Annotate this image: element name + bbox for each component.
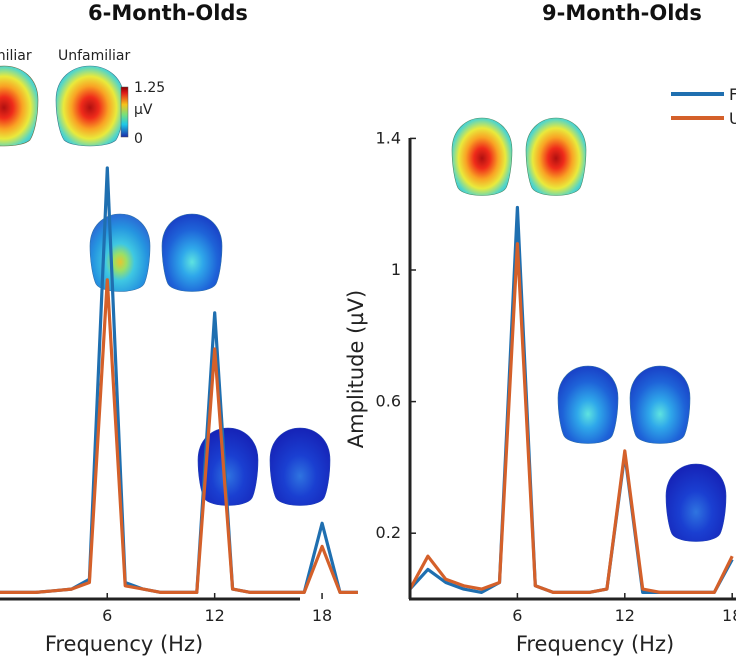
legend-label-unfamiliar: U: [729, 109, 736, 128]
x-ticks: 6 12 18: [512, 593, 736, 625]
plot-area: [408, 205, 734, 594]
x-tick-label: 6: [512, 606, 522, 625]
panel-9-month-olds: 9-Month-Olds F U 0.2 0.6 1 1.4 6 12 18 Freque…: [344, 1, 736, 656]
legend-label-familiar: F: [729, 85, 736, 104]
x-axis-label: Frequency (Hz): [45, 632, 203, 656]
x-tick-label: 6: [102, 606, 112, 625]
colorbar-unit-label: µV: [134, 102, 153, 118]
head-topomap: [89, 213, 151, 292]
topomap-group-6hz: [451, 117, 587, 196]
topomap-label-unfamiliar: Unfamiliar: [58, 48, 131, 64]
head-topomap: [665, 463, 727, 542]
y-tick-label: 1.4: [376, 128, 401, 147]
topomap-group-6hz: miliar Unfamiliar 1.25 µV 0: [0, 48, 165, 147]
y-tick-label: 1: [391, 260, 401, 279]
x-tick-label: 12: [204, 606, 224, 625]
head-topomap: [525, 117, 587, 196]
head-topomap: [451, 117, 513, 196]
x-tick-label: 12: [615, 606, 635, 625]
colorbar-min-label: 0: [134, 131, 143, 147]
chart-title: 9-Month-Olds: [542, 1, 702, 25]
topomap-group-12hz: [557, 365, 691, 444]
head-topomap: [557, 365, 619, 444]
topomap-group-18hz: [665, 463, 727, 542]
colorbar-max-label: 1.25: [134, 80, 165, 96]
plot-area: [0, 166, 358, 594]
topomap-group-18hz: [197, 427, 331, 506]
x-tick-label: 18: [312, 606, 332, 625]
colorbar: [120, 86, 129, 138]
x-ticks: 6 12 18: [102, 593, 332, 625]
y-ticks: 0.2 0.6 1 1.4: [376, 128, 416, 542]
head-topomap: [269, 427, 331, 506]
head-topomap: [629, 365, 691, 444]
chart-title: 6-Month-Olds: [88, 1, 248, 25]
y-axis-label: Amplitude (µV): [344, 290, 368, 448]
head-topomap: [55, 65, 125, 147]
y-tick-label: 0.6: [376, 392, 401, 411]
head-topomap: [161, 213, 223, 292]
x-tick-label: 18: [722, 606, 736, 625]
head-topomap: [0, 65, 39, 147]
y-tick-label: 0.2: [376, 523, 401, 542]
x-axis-label: Frequency (Hz): [516, 632, 674, 656]
topomap-label-familiar: miliar: [0, 48, 32, 64]
legend: F U: [671, 85, 736, 128]
panel-6-month-olds: 6-Month-Olds miliar Unfamiliar 1.25 µV 0…: [0, 1, 358, 656]
